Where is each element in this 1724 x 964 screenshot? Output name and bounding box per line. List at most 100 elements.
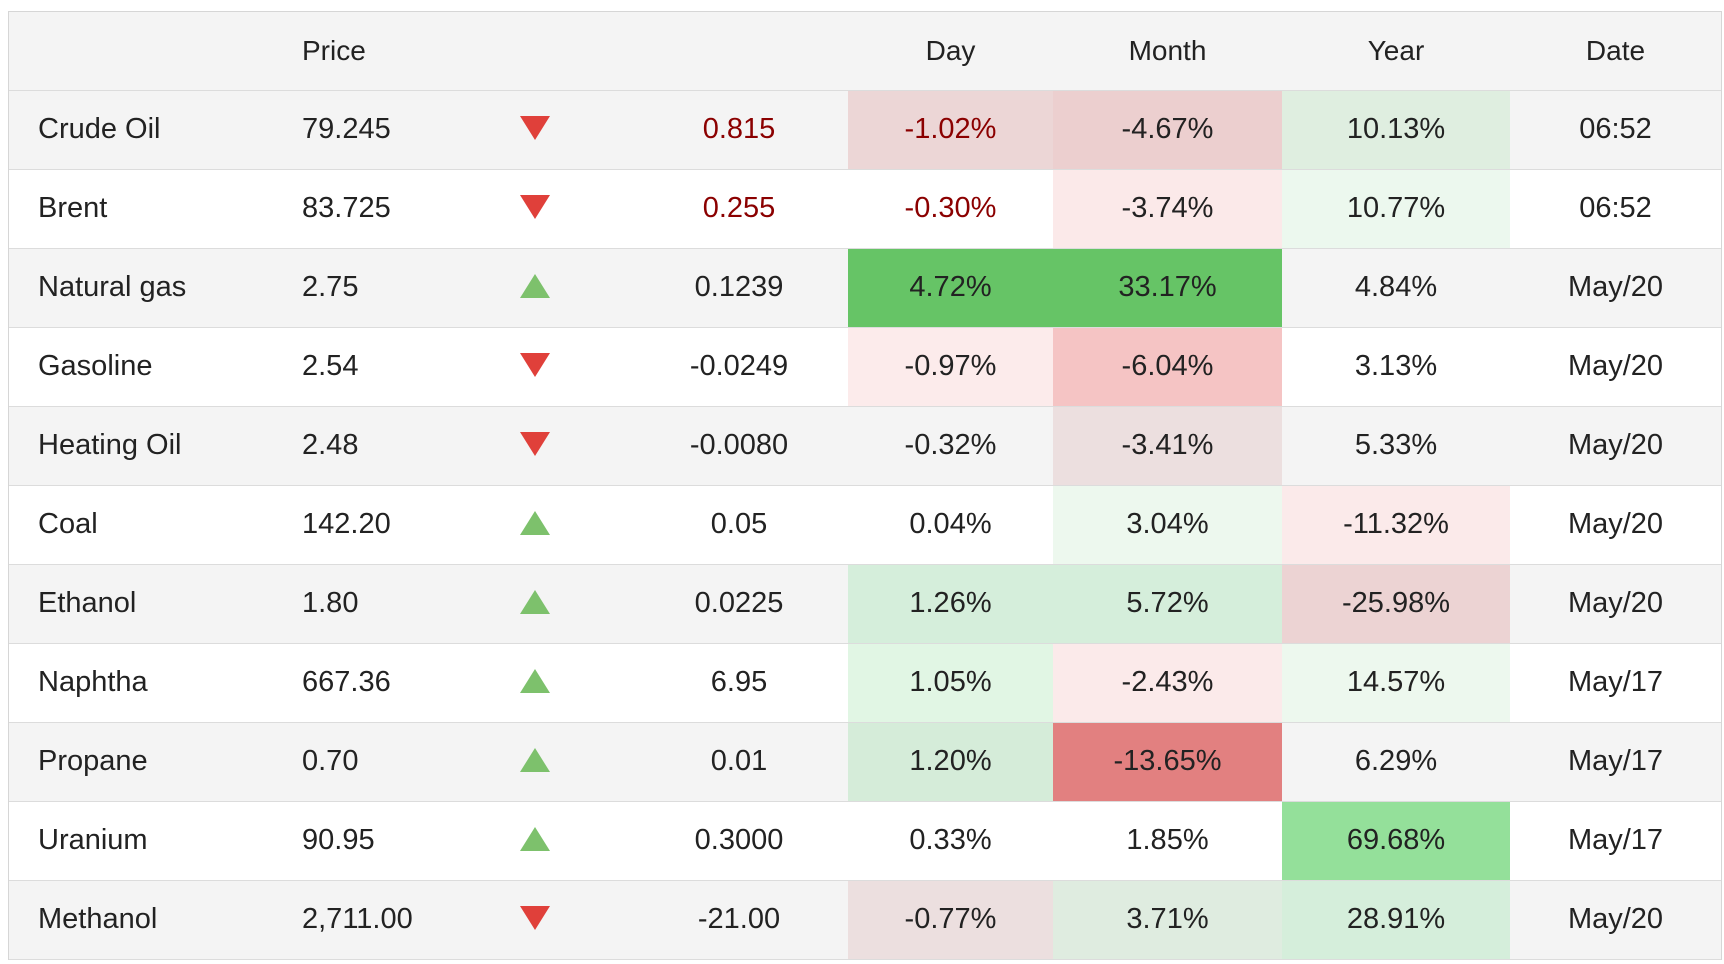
arrow-down-icon [520, 195, 550, 220]
commodity-name-link[interactable]: Brent [9, 169, 302, 249]
commodity-name-link[interactable]: Heating Oil [9, 406, 302, 486]
commodity-name-link[interactable]: Coal [9, 485, 302, 565]
header-month[interactable]: Month [1053, 12, 1282, 91]
arrow-down-icon [520, 116, 550, 141]
table-row[interactable]: Naphtha 667.36 6.95 1.05% -2.43% 14.57% May/17 [9, 643, 1721, 723]
table-row[interactable]: Uranium 90.95 0.3000 0.33% 1.85% 69.68% May/17 [9, 801, 1721, 881]
change-cell: 0.815 [630, 90, 848, 170]
day-change-cell: 1.20% [848, 722, 1053, 802]
year-change-cell: 3.13% [1282, 327, 1510, 407]
price-cell: 2,711.00 [302, 880, 500, 960]
year-change-cell: 28.91% [1282, 880, 1510, 960]
change-cell: 0.3000 [630, 801, 848, 881]
month-change-cell: 3.04% [1053, 485, 1282, 565]
commodities-table-container: Price Day Month Year Date Crude Oil 79.24… [8, 11, 1722, 960]
commodity-name-link[interactable]: Natural gas [9, 248, 302, 328]
arrow-up-icon [520, 669, 550, 694]
year-change-cell: 4.84% [1282, 248, 1510, 328]
change-cell: -21.00 [630, 880, 848, 960]
day-change-cell: 1.26% [848, 564, 1053, 644]
commodity-name-link[interactable]: Propane [9, 722, 302, 802]
direction-cell [500, 564, 630, 644]
price-cell: 2.48 [302, 406, 500, 486]
year-change-cell: 5.33% [1282, 406, 1510, 486]
month-change-cell: 33.17% [1053, 248, 1282, 328]
table-row[interactable]: Ethanol 1.80 0.0225 1.26% 5.72% -25.98% May/20 [9, 564, 1721, 644]
change-cell: 0.1239 [630, 248, 848, 328]
arrow-down-icon [520, 353, 550, 378]
table-body: Crude Oil 79.245 0.815 -1.02% -4.67% 10.13% 06… [9, 90, 1721, 960]
month-change-cell: 3.71% [1053, 880, 1282, 960]
date-cell: May/17 [1510, 722, 1721, 802]
change-cell: 0.01 [630, 722, 848, 802]
date-cell: 06:52 [1510, 169, 1721, 249]
header-day[interactable]: Day [848, 12, 1053, 91]
arrow-up-icon [520, 590, 550, 615]
price-cell: 79.245 [302, 90, 500, 170]
table-row[interactable]: Natural gas 2.75 0.1239 4.72% 33.17% 4.84% May… [9, 248, 1721, 328]
month-change-cell: -3.41% [1053, 406, 1282, 486]
table-row[interactable]: Brent 83.725 0.255 -0.30% -3.74% 10.77% 06:52 [9, 169, 1721, 249]
header-date[interactable]: Date [1510, 12, 1721, 91]
price-cell: 83.725 [302, 169, 500, 249]
commodity-name-link[interactable]: Naphtha [9, 643, 302, 723]
date-cell: May/20 [1510, 327, 1721, 407]
day-change-cell: 0.04% [848, 485, 1053, 565]
commodity-name-link[interactable]: Methanol [9, 880, 302, 960]
price-cell: 0.70 [302, 722, 500, 802]
arrow-up-icon [520, 748, 550, 773]
price-cell: 2.54 [302, 327, 500, 407]
change-cell: 0.0225 [630, 564, 848, 644]
year-change-cell: -25.98% [1282, 564, 1510, 644]
arrow-up-icon [520, 827, 550, 852]
date-cell: 06:52 [1510, 90, 1721, 170]
header-price[interactable]: Price [302, 12, 500, 91]
day-change-cell: -0.32% [848, 406, 1053, 486]
month-change-cell: -4.67% [1053, 90, 1282, 170]
price-cell: 1.80 [302, 564, 500, 644]
arrow-up-icon [520, 274, 550, 299]
year-change-cell: 14.57% [1282, 643, 1510, 723]
direction-cell [500, 485, 630, 565]
table-row[interactable]: Heating Oil 2.48 -0.0080 -0.32% -3.41% 5.33% M… [9, 406, 1721, 486]
day-change-cell: -0.77% [848, 880, 1053, 960]
table-row[interactable]: Coal 142.20 0.05 0.04% 3.04% -11.32% May/20 [9, 485, 1721, 565]
day-change-cell: 4.72% [848, 248, 1053, 328]
header-name [9, 12, 302, 91]
month-change-cell: -13.65% [1053, 722, 1282, 802]
year-change-cell: 10.77% [1282, 169, 1510, 249]
table-row[interactable]: Gasoline 2.54 -0.0249 -0.97% -6.04% 3.13% May/… [9, 327, 1721, 407]
table-row[interactable]: Crude Oil 79.245 0.815 -1.02% -4.67% 10.13% 06… [9, 90, 1721, 170]
year-change-cell: 10.13% [1282, 90, 1510, 170]
price-cell: 90.95 [302, 801, 500, 881]
direction-cell [500, 248, 630, 328]
arrow-up-icon [520, 511, 550, 536]
commodity-name-link[interactable]: Crude Oil [9, 90, 302, 170]
date-cell: May/20 [1510, 485, 1721, 565]
year-change-cell: -11.32% [1282, 485, 1510, 565]
day-change-cell: 1.05% [848, 643, 1053, 723]
table-row[interactable]: Methanol 2,711.00 -21.00 -0.77% 3.71% 28.91% M… [9, 880, 1721, 960]
direction-cell [500, 722, 630, 802]
date-cell: May/20 [1510, 880, 1721, 960]
change-cell: -0.0249 [630, 327, 848, 407]
direction-cell [500, 327, 630, 407]
direction-cell [500, 169, 630, 249]
direction-cell [500, 643, 630, 723]
direction-cell [500, 406, 630, 486]
year-change-cell: 69.68% [1282, 801, 1510, 881]
header-year[interactable]: Year [1282, 12, 1510, 91]
date-cell: May/20 [1510, 406, 1721, 486]
date-cell: May/17 [1510, 801, 1721, 881]
arrow-down-icon [520, 906, 550, 931]
date-cell: May/20 [1510, 564, 1721, 644]
change-cell: 6.95 [630, 643, 848, 723]
table-row[interactable]: Propane 0.70 0.01 1.20% -13.65% 6.29% May/17 [9, 722, 1721, 802]
change-cell: -0.0080 [630, 406, 848, 486]
day-change-cell: -0.30% [848, 169, 1053, 249]
direction-cell [500, 880, 630, 960]
direction-cell [500, 801, 630, 881]
commodity-name-link[interactable]: Uranium [9, 801, 302, 881]
commodity-name-link[interactable]: Ethanol [9, 564, 302, 644]
commodity-name-link[interactable]: Gasoline [9, 327, 302, 407]
